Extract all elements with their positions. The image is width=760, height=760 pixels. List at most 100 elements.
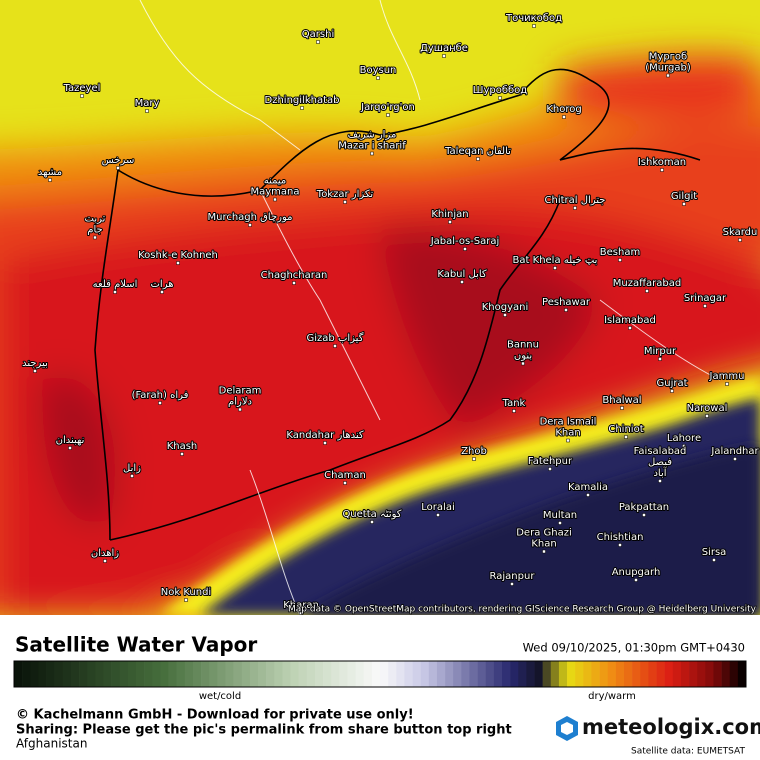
place-label-line: Multan [543,510,577,521]
place-marker [80,94,84,98]
place-marker [103,559,107,563]
scale-swatch [721,661,731,687]
place-label: Besham [600,247,640,258]
place-label: Mary [135,98,160,109]
place-marker [300,106,304,110]
scale-swatch [583,661,592,687]
place-label: بیرجند [22,358,48,369]
scale-swatch [127,661,137,687]
place-label-line: Tank [502,398,526,409]
scale-swatch [542,661,552,687]
scale-swatch [607,661,617,687]
scale-swatch [192,661,202,687]
place-label: Khogyani [482,302,529,313]
province-borders [139,0,721,615]
scale-frame [13,660,747,688]
place-label-line: Tazeyel [63,83,101,94]
place-label-line: Мургоб [649,52,687,63]
place-label-line: Gujrat [656,378,687,389]
place-label: Quetta کوئٹہ [342,509,401,520]
scale-swatch [550,661,560,687]
scale-swatch [534,661,543,687]
place-label-line: Точикобод [505,13,562,24]
place-label: Islamabad [604,315,656,326]
place-marker [624,435,628,439]
place-marker [448,220,452,224]
copyright: © Kachelmann GmbH - Download for private… [16,708,414,723]
place-marker [238,407,242,412]
place-marker [510,582,514,586]
place-label-line: Jalandhar [710,446,759,457]
color-scale [13,660,747,688]
place-label-line: Kabul کابل [437,269,487,280]
footer: Satellite Water Vapor Wed 09/10/2025, 01… [13,633,760,757]
place-marker [116,166,120,170]
place-marker [93,235,97,240]
place-label-line: Muzaffarabad [613,278,681,289]
place-label: Khorog [546,104,581,115]
scale-swatch [445,661,454,687]
scale-swatch [70,661,80,687]
place-label: Loralai [421,502,454,513]
place-label: Tank [502,398,526,409]
scale-swatch [184,661,194,687]
scale-swatch [323,661,332,687]
place-label-line: هرات [151,279,174,290]
place-marker [476,157,480,161]
place-label-line: میمنه [264,176,287,187]
scale-swatch [428,661,438,687]
place-label-line: Mazar i sharif [338,141,406,152]
place-label-line: Душанбе [420,43,468,54]
place-marker [542,549,546,554]
data-source: Satellite data: EUMETSAT [631,747,745,757]
place-label-line: Bannu [507,340,539,351]
place-marker [628,326,632,330]
place-label-line: Delaram [219,386,262,397]
scale-swatch [258,661,267,687]
place-label: Chiniot [608,424,643,435]
place-label-line: Srinagar [684,293,727,304]
place-label-line: Khorog [546,104,581,115]
place-label: Точикобод [505,13,562,24]
scale-swatch [526,661,535,687]
place-marker [160,290,164,294]
place-marker [660,168,664,172]
scale-swatch [705,661,714,687]
place-label-line: بیرجند [22,358,48,369]
place-marker [436,513,440,517]
place-marker [666,73,670,78]
place-label-line: Bat Khela بټ خیله [513,255,598,266]
scale-swatch [575,661,584,687]
place-label-line: سرخس [102,155,135,166]
place-label-line: Rajanpur [490,571,536,582]
dry-region [300,445,760,615]
place-marker [503,313,507,317]
place-marker [180,452,184,456]
place-label-line: Koshk-e Kohneh [138,250,218,261]
place-label-line: Chiniot [608,424,643,435]
place-label: اسلام قلعه [93,279,138,290]
place-label: Skardu [723,227,758,238]
scale-swatch [266,661,275,687]
place-marker [725,382,729,386]
place-label: Gilgit [671,191,697,202]
place-label-line: Maymana [250,187,299,198]
place-label-line: Dera Ismail [540,417,597,428]
place-label-line: Jarqo'rg'on [360,102,415,113]
place-label-line: Kharan [283,600,319,611]
place-label: Koshk-e Kohneh [138,250,218,261]
place-label: نهبندان [56,435,85,446]
place-marker [460,280,464,284]
place-label: Narowal [687,403,728,414]
place-marker [130,474,134,478]
brand-name: meteologix.com [582,715,760,739]
place-label-line: Bhalwal [602,395,641,406]
scale-swatch [290,661,299,687]
place-label-line: Kandahar کندهار [286,430,364,441]
scale-swatch [103,661,112,687]
scale-swatch [485,661,495,687]
place-label-line: Chaghcharan [261,270,328,281]
scale-swatch [412,661,421,687]
scale-swatch [648,661,657,687]
place-label: Bannu بنوں [507,340,539,362]
